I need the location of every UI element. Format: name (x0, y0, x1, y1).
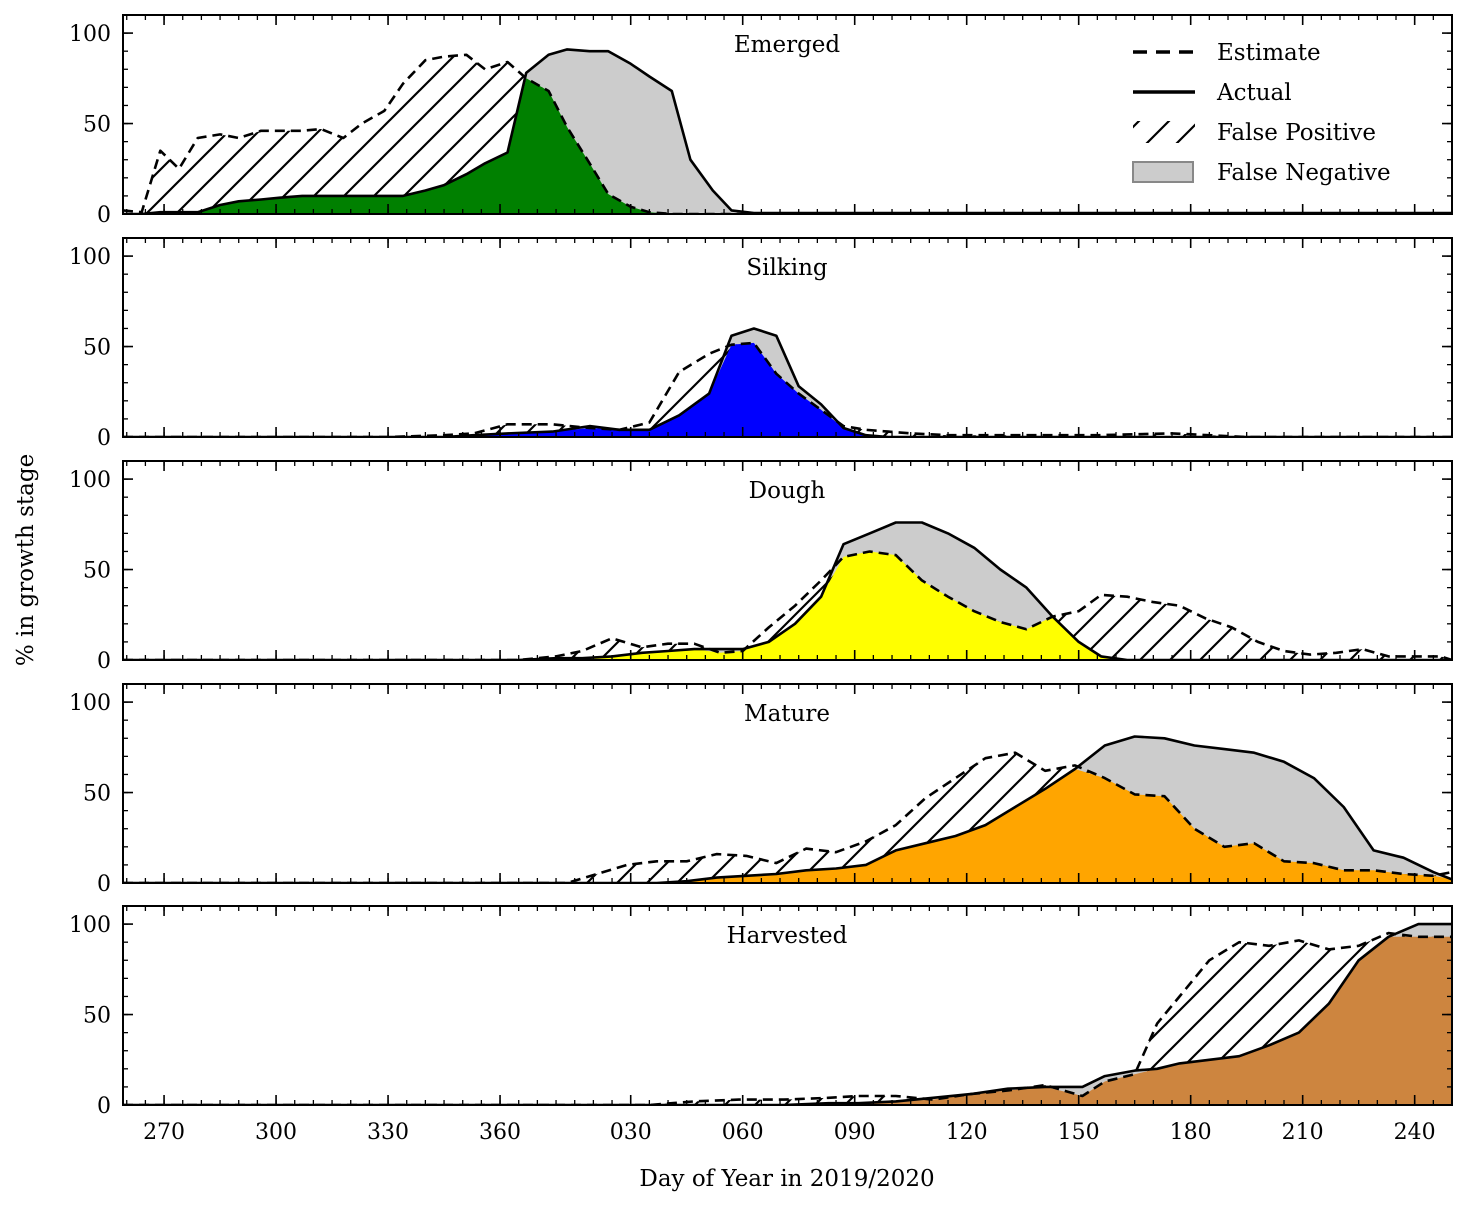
panel-frame (122, 683, 1453, 884)
legend-false-positive-swatch (1133, 121, 1195, 143)
x-tick-label: 150 (1058, 1120, 1100, 1145)
false-positive-area (123, 54, 1452, 214)
overlap-area (123, 342, 1452, 437)
panel-title: Dough (749, 478, 826, 504)
estimate-line (123, 751, 1452, 883)
panel-frame (122, 237, 1453, 438)
legend-item-false_positive: False Positive (1133, 120, 1376, 146)
panel-title: Silking (746, 255, 828, 281)
x-tick-label: 180 (1170, 1120, 1212, 1145)
estimate-line (123, 550, 1452, 660)
x-tick-label: 030 (610, 1120, 652, 1145)
x-tick-label: 090 (834, 1120, 876, 1145)
estimate-line (123, 341, 1452, 437)
actual-line (123, 327, 1452, 437)
y-tick-label: 0 (97, 1094, 111, 1119)
legend-label: Actual (1216, 80, 1292, 106)
overlap-area (123, 551, 1452, 660)
x-tick-label: 240 (1394, 1120, 1436, 1145)
y-axis-label: % in growth stage (13, 454, 39, 666)
actual-line (123, 521, 1452, 660)
overlap-area (123, 936, 1452, 1105)
panel-mature: 0 50 100 Mature (69, 683, 1453, 897)
panel-title: Emerged (734, 32, 841, 58)
y-tick-label: 50 (83, 1004, 111, 1029)
y-tick-label: 100 (69, 245, 111, 270)
overlap-area (123, 769, 1452, 883)
y-tick-label: 100 (69, 22, 111, 47)
y-tick-label: 50 (83, 336, 111, 361)
x-tick-label: 060 (722, 1120, 764, 1145)
legend-item-estimate: Estimate (1133, 40, 1321, 66)
legend-false-negative-swatch (1132, 161, 1194, 183)
y-tick-label: 50 (83, 113, 111, 138)
y-tick-label: 0 (97, 649, 111, 674)
x-tick-label: 300 (255, 1120, 297, 1145)
legend-label: Estimate (1217, 40, 1321, 66)
panel-harvested: 0 50 100 Harvested (69, 905, 1453, 1119)
panel-emerged: 0 50 100 Emerged (69, 14, 1453, 228)
panel-frame (122, 14, 1453, 215)
y-tick-label: 100 (69, 468, 111, 493)
x-tick-label: 270 (143, 1120, 185, 1145)
panel-silking: 0 50 100 Silking (69, 237, 1453, 451)
y-tick-label: 0 (97, 203, 111, 228)
panel-dough: 0 50 100 Dough (69, 460, 1453, 674)
false-positive-area (123, 551, 1452, 660)
legend: Estimate Actual False Positive False Negati… (1132, 40, 1391, 186)
x-tick-label: 120 (946, 1120, 988, 1145)
x-tick-label: 210 (1282, 1120, 1324, 1145)
legend-label: False Negative (1217, 160, 1391, 186)
y-tick-label: 0 (97, 872, 111, 897)
x-tick-label: 330 (367, 1120, 409, 1145)
panel-title: Mature (744, 701, 830, 727)
y-tick-label: 50 (83, 559, 111, 584)
legend-item-false_negative: False Negative (1132, 160, 1391, 186)
y-tick-label: 100 (69, 913, 111, 938)
x-tick-label: 360 (479, 1120, 521, 1145)
panel-frame (122, 460, 1453, 661)
legend-label: False Positive (1217, 120, 1376, 146)
x-axis-label: Day of Year in 2019/2020 (639, 1166, 934, 1192)
y-tick-label: 0 (97, 426, 111, 451)
panel-title: Harvested (727, 923, 848, 949)
estimate-line (123, 53, 1452, 214)
y-tick-label: 100 (69, 691, 111, 716)
y-tick-label: 50 (83, 782, 111, 807)
panel-frame (122, 905, 1453, 1106)
legend-item-actual: Actual (1133, 80, 1292, 106)
